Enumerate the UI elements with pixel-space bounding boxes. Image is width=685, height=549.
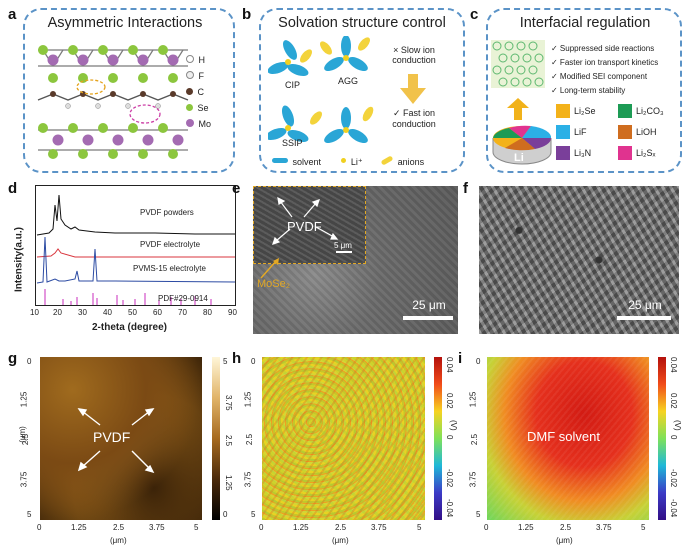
kpfm-h-colorbar [434, 357, 442, 520]
ssip-label: SSIP [282, 138, 303, 148]
panel-e-label: e [232, 180, 241, 197]
h-x-unit: (μm) [332, 536, 349, 545]
panel-h-label: h [232, 350, 242, 367]
kpfm-i-colorbar [658, 357, 666, 520]
anion-icon [380, 155, 394, 166]
fast-conduction-text: ✓ Fast ion conduction [392, 108, 436, 129]
panel-a-legend: H F C Se Mo [186, 50, 231, 130]
xrd-x-axis-label: 2-theta (degree) [92, 322, 168, 333]
carbon-atom-icon [186, 88, 193, 95]
panel-b-legend: solvent Li⁺ anions [272, 152, 462, 167]
sem-image-e: PVDF 5 μm MoSe₂ 25 μm [253, 186, 458, 334]
i-y-ticks: 0 1.25 2.5 3.75 5 [468, 357, 481, 519]
curve-label-pdf-card: PDF#29-0914 [158, 294, 208, 303]
panel-f-label: f [463, 180, 468, 197]
curve-label-pvdf-powders: PVDF powders [140, 208, 194, 217]
li2se-swatch [556, 104, 570, 118]
sem-f-scale-label: 25 μm [628, 298, 662, 312]
sem-image-f: 25 μm [479, 186, 679, 334]
li-ion-icon [341, 158, 347, 164]
curve-label-pvdf-electrolyte: PVDF electrolyte [140, 240, 201, 249]
panel-c-benefits: ✓ Suppressed side reactions ✓ Faster ion… [551, 44, 659, 95]
panel-b-title: Solvation structure control [278, 15, 446, 31]
afm-height-colorbar [212, 357, 220, 520]
g-x-unit: (μm) [110, 536, 127, 545]
xrd-pattern-chart [35, 185, 236, 306]
sem-e-scale-label: 25 μm [412, 298, 446, 312]
slow-conduction-text: × Slow ion conduction [392, 45, 436, 65]
mose2-label: MoSe₂ [257, 278, 291, 290]
afm-arrows [77, 408, 155, 474]
li2co3-swatch [618, 104, 632, 118]
kpfm-i-texture [487, 357, 649, 520]
kpfm-potential-map-h [262, 357, 425, 520]
agg-label: AGG [338, 76, 359, 86]
panel-g-label: g [8, 350, 18, 367]
i-voltage-unit: (V) [673, 420, 682, 431]
g-y-unit: (μm) [17, 426, 27, 443]
sem-inset: PVDF 5 μm [253, 186, 366, 264]
xrd-y-axis-label: Intensity(a.u.) [13, 227, 25, 293]
panel-a-frame [23, 8, 235, 173]
sem-e-scale-bar [403, 316, 453, 320]
panel-a-label: a [8, 6, 17, 23]
h-voltage-unit: (V) [449, 420, 458, 431]
panel-c-label: c [470, 6, 479, 23]
dmf-solvent-label: DMF solvent [527, 429, 600, 444]
hydrogen-atom-icon [186, 55, 194, 63]
inset-texture [254, 187, 364, 262]
kpfm-h-texture [262, 357, 425, 520]
inset-arrows [272, 196, 339, 245]
i-x-unit: (μm) [556, 536, 573, 545]
cip-label: CIP [285, 80, 301, 90]
asymmetric-interaction-structure [37, 45, 189, 159]
sem-f-scale-bar [617, 316, 671, 320]
panel-b-label: b [242, 6, 252, 23]
molybdenum-atom-icon [186, 119, 194, 127]
panel-c-title: Interfacial regulation [519, 15, 651, 31]
panel-d-label: d [8, 180, 18, 197]
sei-lattice-icon [491, 40, 545, 88]
lioh-swatch [618, 125, 632, 139]
li3n-swatch [556, 146, 570, 160]
h-y-ticks: 0 1.25 2.5 3.75 5 [243, 357, 256, 519]
lithium-label: Li [514, 152, 524, 164]
inset-pvdf-label: PVDF [287, 219, 322, 234]
porous-texture [479, 186, 679, 334]
i-colorbar-ticks: 0.04 0.02 0 -0.02 -0.04 [669, 357, 678, 518]
g-colorbar-ticks: 5 3.75 2.5 1.25 0 [223, 357, 233, 519]
kpfm-potential-map-i: DMF solvent [487, 357, 649, 520]
up-arrow-icon [507, 98, 529, 120]
lif-swatch [556, 125, 570, 139]
inset-scale-bar [336, 251, 352, 253]
solvation-structures-diagram [268, 36, 374, 143]
curve-label-pvms-electrolyte: PVMS-15 electrolyte [133, 264, 206, 273]
lithium-disc-icon [492, 125, 552, 165]
afm-pvdf-label: PVDF [93, 429, 131, 445]
afm-height-map: PVDF [40, 357, 202, 520]
mose2-pointer-arrow [260, 258, 279, 279]
li2sx-swatch [618, 146, 632, 160]
panel-a-title: Asymmetric Interactions [47, 15, 203, 31]
panel-b-frame [259, 8, 465, 173]
down-arrow-icon [400, 74, 426, 104]
fluorine-atom-icon [186, 71, 194, 79]
panel-i-label: i [458, 350, 463, 367]
g-y-ticks: 0 1.25 2.5 3.75 5 [19, 357, 32, 519]
panel-c-frame [486, 8, 682, 173]
h-colorbar-ticks: 0.04 0.02 0 -0.02 -0.04 [445, 357, 454, 518]
solvent-icon [272, 158, 288, 164]
inset-scale-label: 5 μm [334, 241, 352, 250]
selenium-atom-icon [186, 104, 193, 111]
